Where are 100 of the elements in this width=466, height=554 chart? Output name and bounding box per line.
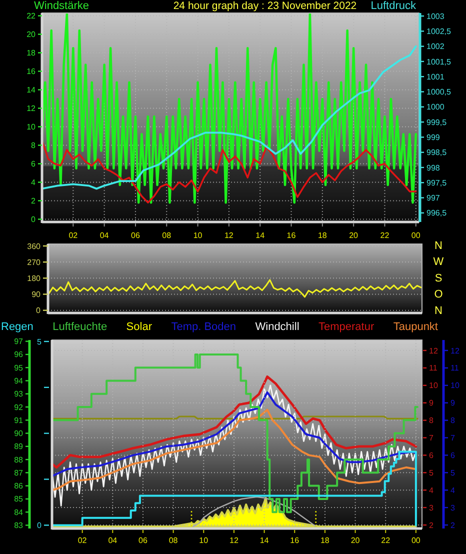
- x-tick-label: 04: [100, 231, 110, 240]
- y2-tick-label: 5: [450, 468, 456, 478]
- x-tick-label: 16: [290, 536, 300, 545]
- x-tick-label: 08: [162, 231, 172, 240]
- y-tick-label: 6: [429, 450, 434, 460]
- y-tick-label: 92: [14, 402, 24, 412]
- y-tick-label: 3: [429, 503, 434, 512]
- y-tick-label: 22: [26, 12, 36, 21]
- y2-tick-label: 1003: [426, 12, 445, 21]
- y2-tick-label: 998,5: [426, 148, 448, 158]
- x-tick-label: 06: [131, 231, 140, 240]
- x-tick-label: 20: [350, 536, 360, 545]
- line-series: [40, 12, 418, 204]
- y-tick-label: 4: [429, 486, 434, 495]
- x-tick-label: 16: [286, 231, 296, 240]
- text: W: [433, 256, 444, 268]
- y-tick-label: 91: [14, 416, 24, 425]
- x-tick-label: 22: [381, 536, 391, 545]
- y2-tick-label: 996,5: [426, 208, 448, 218]
- y2-tick-label: 1001: [426, 72, 445, 82]
- y-tick-label: 86: [14, 482, 24, 491]
- x-tick-label: 10: [193, 231, 203, 240]
- text: Taupunkt: [393, 321, 438, 333]
- y-tick-label: 7: [429, 434, 434, 443]
- y2-tick-label: 1000,5: [426, 88, 452, 97]
- text: Windchill: [255, 321, 300, 333]
- y-tick-label: 9: [429, 398, 434, 408]
- x-tick-label: 18: [320, 536, 330, 545]
- y2-tick-label: 8: [450, 416, 456, 426]
- y-tick-label: 11: [429, 364, 438, 373]
- line-series: [48, 279, 422, 298]
- y2-tick-label: 10: [450, 381, 460, 390]
- y2-tick-label: 997: [426, 194, 440, 203]
- y-axis-title: Windstärke: [34, 0, 90, 12]
- x-tick-label: 08: [168, 536, 178, 545]
- x-tick-label: 02: [78, 536, 88, 545]
- y2-tick-label: 12: [450, 346, 460, 356]
- line-series: [50, 375, 418, 469]
- y-tick-label: 270: [27, 258, 42, 267]
- y2-tick-label: 6: [450, 450, 456, 460]
- text: Temp. Boden: [171, 321, 236, 333]
- x-tick-label: 02: [68, 231, 78, 240]
- y2-tick-label: 11: [450, 364, 460, 373]
- y-tick-label: 18: [26, 48, 36, 58]
- y-tick-label: 10: [429, 381, 438, 390]
- y2-tick-label: 2: [450, 520, 456, 530]
- line-series: [51, 391, 417, 478]
- line-series: [41, 45, 417, 190]
- text: Regen: [1, 321, 34, 333]
- y-tick-label: 95: [14, 363, 24, 372]
- y2-tick-label: 4: [450, 486, 456, 495]
- y2-axis-title: Luftdruck: [370, 0, 416, 12]
- y-tick-label: 6: [31, 160, 36, 169]
- y2-tick-label: 999,5: [426, 118, 448, 127]
- y-tick-label: 88: [14, 455, 24, 464]
- y-tick-label: 90: [14, 429, 24, 438]
- x-tick-label: 14: [256, 231, 266, 240]
- y-tick-label: 2: [429, 520, 434, 530]
- text: Luftfeuchte: [52, 321, 108, 333]
- y-tick-label: 12: [429, 346, 438, 356]
- text: N: [434, 240, 443, 252]
- chart-title: 24 hour graph day : 23 November 2022: [173, 0, 357, 12]
- y2-tick-label: 1001,5: [426, 57, 452, 66]
- y-tick-label: 96: [14, 350, 24, 360]
- y2-tick-label: 1000: [426, 102, 445, 112]
- text: Temperatur: [318, 321, 374, 333]
- text: O: [434, 288, 444, 301]
- y-tick-label: 94: [14, 376, 24, 386]
- y-tick-label: 89: [14, 442, 24, 452]
- x-tick-label: 00: [411, 536, 421, 545]
- y-tick-label: 90: [32, 290, 42, 300]
- y-tick-label: 2: [31, 196, 36, 206]
- y-tick-label: 16: [26, 67, 36, 76]
- y-tick-label: 85: [14, 494, 24, 504]
- y2-tick-label: 9: [450, 398, 456, 408]
- text: Solar: [126, 321, 152, 333]
- x-tick-label: 06: [138, 536, 148, 545]
- line-series: [51, 408, 417, 492]
- y2-tick-label: 999: [426, 132, 440, 142]
- y2-tick-label: 998: [426, 163, 440, 172]
- y-tick-label: 93: [14, 390, 24, 399]
- x-tick-label: 10: [199, 536, 209, 545]
- x-tick-label: 12: [230, 536, 239, 545]
- y-tick-label: 0: [36, 306, 42, 316]
- y2-tick-label: 997,5: [426, 178, 448, 188]
- y-tick-label: 12: [26, 104, 36, 114]
- x-tick-label: 14: [260, 536, 270, 545]
- y-tick-label: 83: [14, 521, 24, 530]
- x-tick-label: 00: [411, 231, 421, 240]
- y-tick-label: 4: [31, 178, 36, 188]
- y2-tick-label: 1002: [426, 42, 445, 52]
- y2-tick-label: 7: [450, 434, 456, 443]
- text: S: [434, 272, 442, 284]
- x-tick-label: 18: [318, 231, 328, 240]
- y-tick-label: 8: [31, 141, 36, 150]
- x-tick-label: 12: [224, 231, 234, 240]
- y-tick-label: 5: [429, 468, 434, 478]
- y-tick-label: 14: [26, 86, 36, 95]
- y-tick-label: 360: [27, 242, 42, 251]
- y-tick-label: 84: [14, 508, 24, 517]
